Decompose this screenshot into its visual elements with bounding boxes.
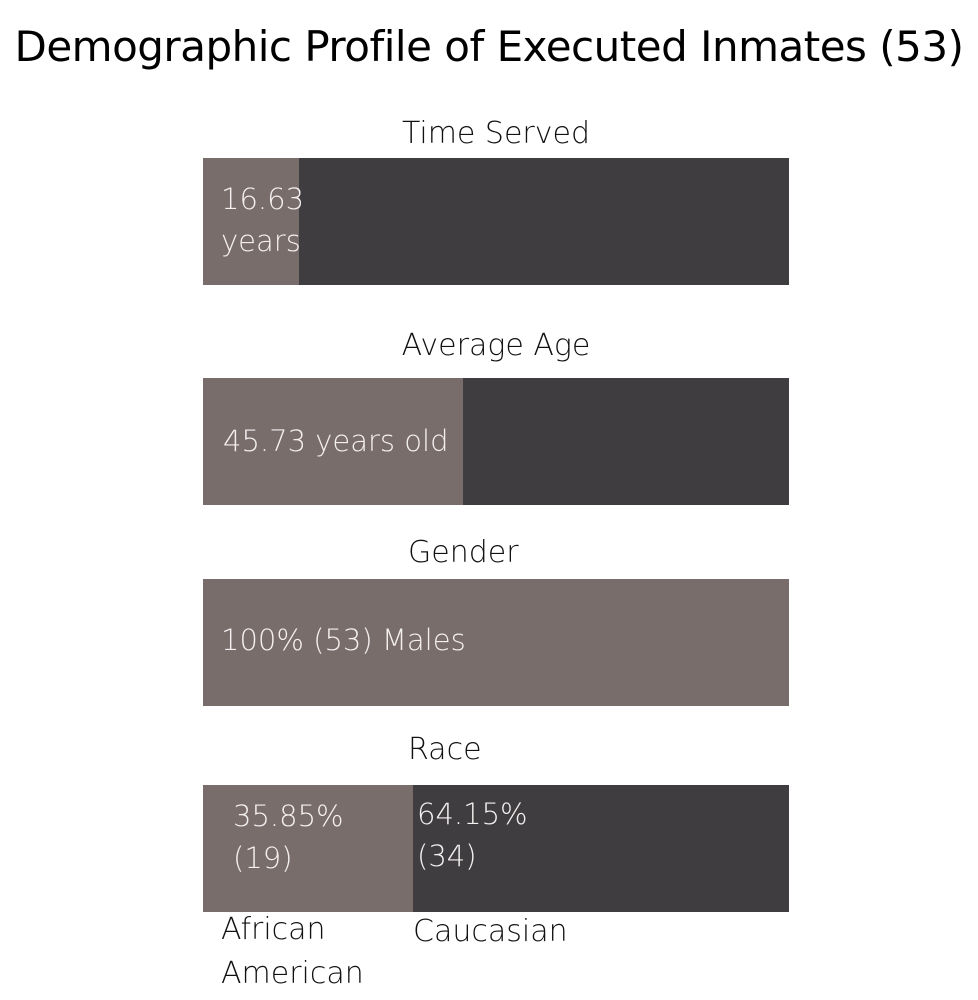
chart-title: Demographic Profile of Executed Inmates … [14,22,964,71]
bar-race: 35.85% (19) 64.15% (34) [203,785,789,912]
bar-segment-time-served-value [203,158,300,285]
data-label-time-served: 16.63 years [221,182,305,258]
bar-gender: 100% (53) Males [203,579,789,706]
bar-segment-time-served-remainder [299,158,789,285]
bar-segment-average-age-value [203,378,464,505]
category-label-caucasian: Caucasian [413,914,568,949]
bar-time-served: 16.63 years [203,158,789,285]
panel-label-average-age: Average Age [401,328,591,363]
data-label-gender: 100% (53) Males [221,623,466,657]
bar-segment-race-caucasian [413,785,789,912]
bar-average-age: 45.73 years old [203,378,789,505]
data-label-race-caucasian: 64.15% (34) [417,797,528,873]
data-label-average-age: 45.73 years old [223,424,449,458]
bar-segment-race-african-american [203,785,414,912]
bar-segment-gender-males [203,579,789,706]
data-label-race-african-american: 35.85% (19) [233,799,344,875]
category-label-african-american: African American [221,912,364,991]
bar-segment-average-age-remainder [463,378,789,505]
panel-label-time-served: Time Served [401,116,591,151]
panel-label-race: Race [408,732,482,767]
panel-label-gender: Gender [408,535,519,570]
